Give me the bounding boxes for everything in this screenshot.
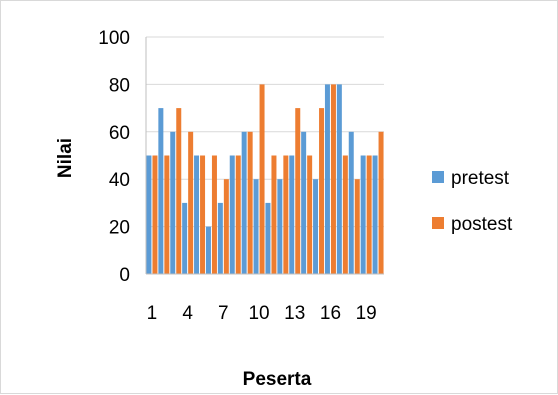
bar-postest-15 xyxy=(319,108,325,274)
y-tick-label: 60 xyxy=(109,123,130,144)
x-tick-label: 10 xyxy=(248,303,269,324)
bar-postest-11 xyxy=(271,155,277,274)
legend-label-postest: postest xyxy=(451,214,513,235)
legend: pretest postest xyxy=(432,168,513,235)
legend-label-pretest: pretest xyxy=(451,168,510,189)
bar-pretest-20 xyxy=(372,155,378,274)
x-tick-label: 1 xyxy=(147,303,158,324)
legend-swatch-pretest xyxy=(432,171,444,183)
x-tick-labels: 1 4 7 10 13 16 19 xyxy=(147,303,377,324)
bar-pretest-15 xyxy=(313,179,319,274)
bar-postest-10 xyxy=(259,84,265,275)
bar-pretest-7 xyxy=(217,202,223,274)
bar-pretest-18 xyxy=(348,131,354,274)
bar-pretest-16 xyxy=(324,84,330,275)
bar-postest-8 xyxy=(235,155,241,274)
x-tick-label: 4 xyxy=(182,303,193,324)
bar-postest-4 xyxy=(188,131,194,274)
y-tick-label: 80 xyxy=(109,75,130,96)
gridlines xyxy=(146,36,384,228)
bars xyxy=(146,84,384,275)
bar-postest-16 xyxy=(330,84,336,275)
x-tick-label: 13 xyxy=(284,303,305,324)
bar-pretest-3 xyxy=(170,131,176,274)
y-tick-label: 40 xyxy=(109,170,130,191)
bar-pretest-13 xyxy=(289,155,295,274)
bar-pretest-5 xyxy=(194,155,200,274)
bar-postest-18 xyxy=(354,179,360,274)
axes xyxy=(145,37,384,275)
x-tick-label: 16 xyxy=(320,303,341,324)
bar-pretest-19 xyxy=(360,155,366,274)
bar-postest-13 xyxy=(295,108,301,274)
bar-pretest-12 xyxy=(277,179,283,274)
bar-postest-17 xyxy=(342,155,348,274)
bar-postest-20 xyxy=(378,131,384,274)
y-axis-title: Nilai xyxy=(55,138,76,178)
y-tick-label: 0 xyxy=(119,265,130,286)
bar-postest-3 xyxy=(176,108,182,274)
y-tick-label: 100 xyxy=(98,28,130,49)
bar-pretest-1 xyxy=(146,155,152,274)
bar-postest-2 xyxy=(164,155,170,274)
bar-pretest-10 xyxy=(253,179,259,274)
bar-pretest-11 xyxy=(265,202,271,274)
bar-pretest-9 xyxy=(241,131,247,274)
bar-postest-7 xyxy=(223,179,229,274)
x-axis-title: Peserta xyxy=(243,369,312,390)
bar-pretest-4 xyxy=(182,202,188,274)
bar-postest-1 xyxy=(152,155,158,274)
bar-pretest-17 xyxy=(336,84,342,275)
bar-pretest-6 xyxy=(205,226,211,274)
x-tick-label: 19 xyxy=(356,303,377,324)
bar-postest-5 xyxy=(200,155,206,274)
bar-postest-9 xyxy=(247,131,253,274)
legend-swatch-postest xyxy=(432,217,444,229)
bar-postest-6 xyxy=(211,155,217,274)
y-tick-label: 20 xyxy=(109,218,130,239)
y-tick-labels: 0 20 40 60 80 100 xyxy=(98,28,130,286)
bar-pretest-2 xyxy=(158,108,164,274)
bar-postest-12 xyxy=(283,155,289,274)
bar-pretest-8 xyxy=(229,155,235,274)
bar-postest-19 xyxy=(366,155,372,274)
x-tick-label: 7 xyxy=(218,303,229,324)
bar-pretest-14 xyxy=(301,131,307,274)
bar-postest-14 xyxy=(307,155,313,274)
